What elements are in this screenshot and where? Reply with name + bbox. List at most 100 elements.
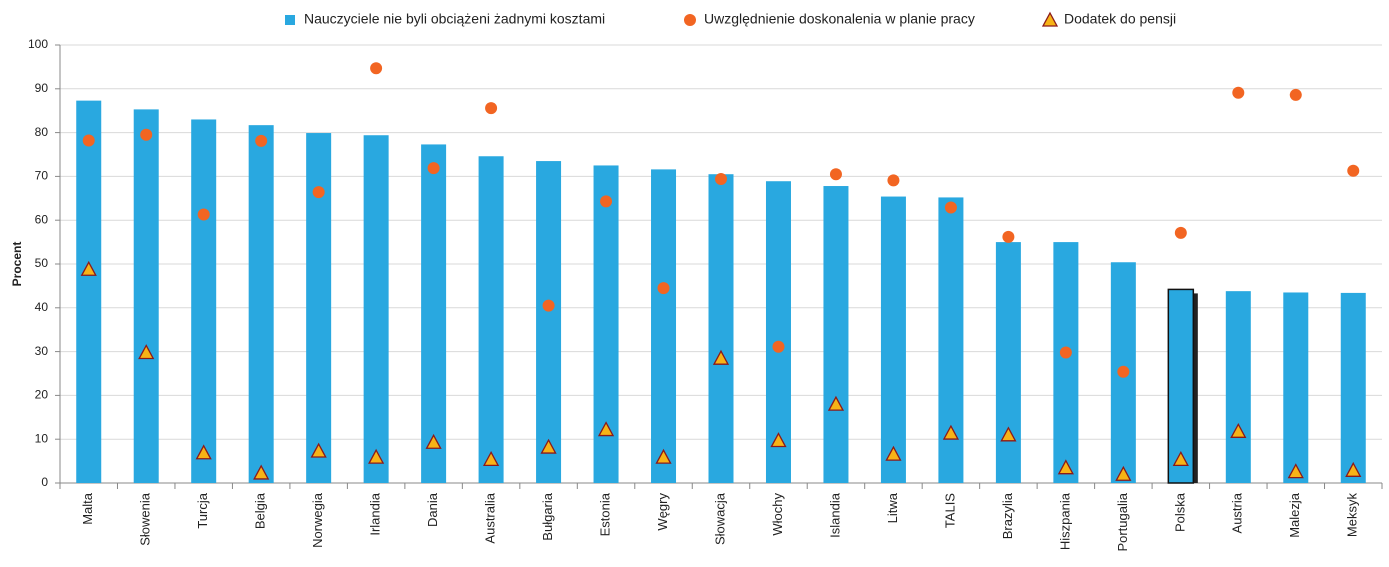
- bar: [1167, 288, 1195, 484]
- triangle: [770, 432, 787, 448]
- dot: [715, 173, 727, 186]
- bar: [363, 135, 389, 483]
- triangle: [310, 442, 327, 458]
- triangle: [1230, 422, 1247, 438]
- x-tick-label: Australia: [483, 492, 498, 543]
- bar: [133, 109, 159, 484]
- dot: [427, 162, 440, 175]
- triangle: [425, 433, 442, 449]
- dot: [82, 134, 95, 147]
- legend-swatch: [285, 15, 295, 25]
- y-tick-label: 0: [41, 475, 48, 489]
- dot: [1117, 365, 1130, 378]
- x-tick-label: Węgry: [655, 493, 670, 531]
- legend-swatch: [1041, 11, 1059, 27]
- triangle: [885, 445, 902, 461]
- dot: [485, 102, 498, 115]
- x-tick-label: Bułgaria: [540, 492, 555, 540]
- bar: [823, 186, 849, 483]
- x-tick-label: Słowenia: [138, 492, 153, 546]
- y-axis-label: Procent: [10, 242, 24, 287]
- x-tick-label: Austria: [1230, 492, 1245, 533]
- y-tick-label: 10: [35, 431, 49, 445]
- triangle: [138, 344, 155, 360]
- dot: [1059, 346, 1072, 359]
- y-tick-label: 70: [35, 169, 49, 183]
- x-tick-label: Turcja: [195, 492, 210, 528]
- legend-label: Nauczyciele nie byli obciążeni żadnymi k…: [304, 11, 605, 27]
- bar: [1225, 291, 1251, 483]
- dot: [944, 201, 957, 214]
- dot: [1347, 164, 1360, 177]
- legend-label: Uwzględnienie doskonalenia w planie prac…: [704, 11, 975, 27]
- x-tick-label: Włochy: [770, 493, 785, 536]
- bar: [306, 133, 332, 483]
- bar: [938, 197, 964, 483]
- triangle: [1000, 426, 1017, 442]
- bar: [651, 169, 677, 483]
- bar: [191, 119, 217, 484]
- bar: [995, 242, 1021, 483]
- y-tick-label: 40: [35, 300, 49, 314]
- x-tick-label: Meksyk: [1345, 493, 1360, 538]
- y-tick-label: 60: [35, 212, 49, 226]
- x-tick-label: Litwa: [885, 492, 900, 523]
- bar: [1283, 292, 1309, 483]
- bar: [536, 161, 562, 483]
- y-tick-label: 30: [35, 344, 49, 358]
- y-tick-label: 50: [35, 256, 49, 270]
- triangle: [1345, 461, 1362, 477]
- triangle: [1057, 459, 1074, 475]
- x-tick-label: Brazylia: [1000, 492, 1015, 539]
- y-tick-label: 80: [35, 125, 49, 139]
- triangle: [482, 450, 500, 466]
- x-tick-label: Malta: [80, 492, 95, 525]
- x-tick-label: Hiszpania: [1057, 492, 1072, 550]
- x-tick-label: Norwegia: [310, 492, 325, 548]
- bar: [1340, 292, 1366, 483]
- triangle: [253, 464, 270, 480]
- dot: [887, 174, 900, 187]
- x-tick-label: Islandia: [827, 492, 842, 538]
- x-tick-label: Belgia: [253, 492, 268, 529]
- bar: [76, 100, 102, 483]
- x-tick-label: Malezja: [1287, 492, 1302, 538]
- bar: [880, 196, 906, 483]
- dot: [370, 62, 383, 75]
- bar: [421, 144, 447, 483]
- triangle: [195, 444, 212, 460]
- x-tick-label: Irlandia: [368, 492, 383, 535]
- dot: [542, 299, 555, 312]
- bar: [1053, 242, 1079, 483]
- legend-label: Dodatek do pensji: [1064, 11, 1176, 27]
- x-tick-label: TALIS: [942, 493, 957, 528]
- dot: [140, 128, 153, 141]
- triangle: [942, 424, 960, 440]
- dot: [1002, 230, 1015, 243]
- triangle: [1287, 463, 1304, 479]
- dot: [312, 186, 325, 199]
- dot: [1289, 88, 1302, 101]
- triangle: [827, 395, 845, 411]
- bar: [478, 156, 504, 483]
- dot: [657, 282, 670, 295]
- triangle: [597, 421, 615, 437]
- triangle: [368, 448, 385, 464]
- y-tick-label: 20: [35, 388, 49, 402]
- dot: [197, 208, 210, 221]
- x-tick-label: Estonia: [597, 492, 612, 536]
- dot: [1174, 226, 1187, 239]
- dot: [600, 195, 613, 208]
- triangle: [1115, 465, 1132, 481]
- triangle: [655, 448, 672, 464]
- y-tick-label: 90: [35, 81, 49, 95]
- triangle: [540, 438, 557, 454]
- dot: [829, 168, 842, 181]
- bar: [248, 125, 274, 484]
- dot: [1232, 86, 1245, 99]
- x-tick-label: Słowacja: [712, 492, 727, 545]
- dot: [255, 134, 268, 147]
- y-tick-label: 100: [28, 37, 48, 51]
- x-tick-label: Portugalia: [1115, 492, 1130, 551]
